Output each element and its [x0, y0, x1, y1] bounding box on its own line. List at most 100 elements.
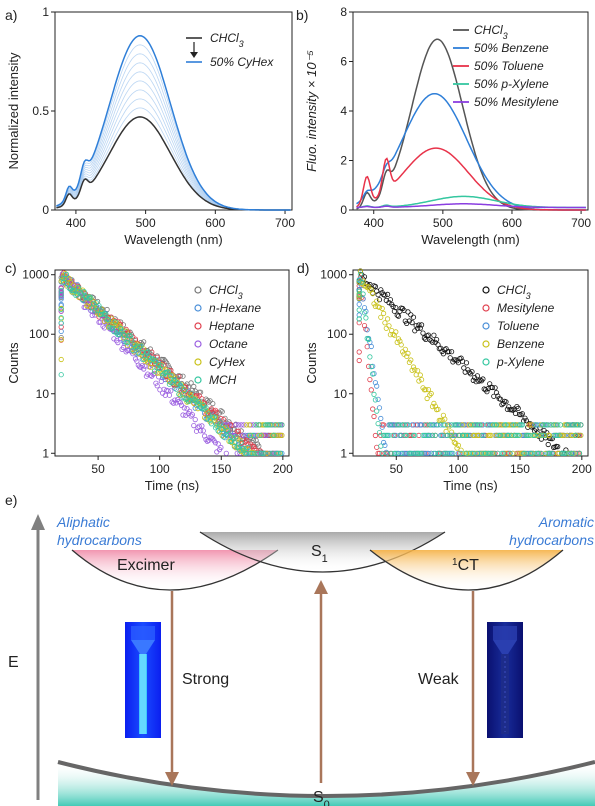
- data-point: [96, 303, 102, 309]
- data-point: [484, 389, 490, 395]
- data-point: [253, 422, 259, 428]
- data-point: [374, 408, 380, 414]
- y-tick-label-0: 0: [42, 203, 49, 217]
- data-point: [372, 432, 378, 439]
- data-point: [250, 437, 256, 443]
- data-point: [191, 383, 197, 390]
- legend-c-marker-cyhex: [194, 358, 202, 366]
- data-point: [196, 393, 202, 399]
- y-tick-label-10: 10: [334, 387, 348, 401]
- data-point: [196, 423, 202, 429]
- data-point: [376, 297, 383, 303]
- data-point: [375, 292, 381, 298]
- data-point: [432, 432, 438, 438]
- data-point: [463, 432, 470, 438]
- data-point: [58, 320, 64, 326]
- data-point: [408, 357, 414, 363]
- data-point: [447, 432, 453, 438]
- data-point: [370, 371, 376, 377]
- data-point: [429, 432, 436, 438]
- data-point: [179, 402, 185, 408]
- panel-label-c: c): [5, 260, 17, 276]
- data-point: [80, 296, 86, 303]
- x-tick-label-150: 150: [211, 462, 231, 476]
- data-point: [265, 422, 271, 428]
- data-point: [439, 417, 445, 423]
- data-point: [367, 376, 373, 383]
- data-point: [371, 413, 377, 420]
- data-point: [485, 432, 491, 438]
- data-point: [404, 432, 410, 438]
- data-point: [254, 450, 261, 456]
- data-point: [412, 432, 418, 438]
- data-point: [409, 319, 415, 326]
- series-50-mesitylene: [356, 203, 586, 209]
- s0-curve: [57, 760, 595, 798]
- data-point: [493, 422, 500, 428]
- data-point: [555, 443, 561, 450]
- intermediate-spectrum: [56, 71, 291, 211]
- data-point: [356, 316, 362, 322]
- data-point: [420, 330, 426, 336]
- data-point: [204, 397, 210, 403]
- data-point: [575, 432, 581, 438]
- legend-a: CHCl3 50% CyHex: [186, 31, 274, 69]
- data-point: [356, 277, 362, 283]
- data-point: [378, 287, 384, 293]
- data-point: [465, 367, 471, 373]
- chart-b: 400 500 600 700 0 2 4 6 8 Wavelength (nm) Fluo. in…: [304, 5, 591, 247]
- data-point: [423, 386, 429, 393]
- data-point: [442, 416, 448, 422]
- data-point: [469, 369, 475, 375]
- data-point: [161, 356, 167, 363]
- data-point: [380, 439, 387, 446]
- data-point: [124, 342, 131, 348]
- data-point: [89, 297, 95, 304]
- intermediate-spectrum: [56, 44, 291, 211]
- data-point: [535, 450, 542, 456]
- data-point: [489, 384, 495, 391]
- data-point: [383, 432, 389, 438]
- data-point: [470, 377, 476, 383]
- data-point: [58, 303, 64, 309]
- data-point: [402, 346, 408, 352]
- data-point: [212, 425, 219, 431]
- data-point: [225, 427, 231, 434]
- data-point: [214, 423, 220, 429]
- data-point: [233, 422, 239, 428]
- data-point: [356, 320, 362, 326]
- data-point: [262, 422, 269, 428]
- data-point: [160, 356, 166, 363]
- data-point: [450, 432, 456, 438]
- data-point: [458, 447, 464, 453]
- data-point: [544, 430, 550, 436]
- data-point: [154, 383, 160, 389]
- data-point: [188, 380, 194, 386]
- data-point: [218, 444, 224, 451]
- data-point: [382, 292, 388, 298]
- data-point: [376, 405, 383, 411]
- excimer-well-curve: [71, 549, 279, 591]
- panel-label-e: e): [5, 492, 17, 508]
- data-point: [272, 432, 278, 438]
- s1-label: S1: [311, 543, 328, 565]
- data-point: [181, 405, 187, 411]
- x-tick-label-500: 500: [433, 216, 453, 230]
- data-point: [363, 308, 369, 314]
- data-point: [137, 344, 143, 350]
- data-point: [398, 450, 404, 456]
- x-tick-label-150: 150: [510, 462, 530, 476]
- data-point: [480, 376, 486, 382]
- data-point: [382, 320, 388, 326]
- data-point: [567, 432, 573, 438]
- data-point: [556, 450, 562, 456]
- legend-d-label-mesitylene: Mesitylene: [497, 301, 555, 315]
- data-point: [176, 398, 182, 405]
- data-point: [371, 391, 377, 397]
- x-tick-label-600: 600: [502, 216, 522, 230]
- data-point: [440, 450, 446, 456]
- data-point: [512, 432, 519, 438]
- data-point: [431, 400, 437, 406]
- data-point: [455, 442, 461, 448]
- data-point: [185, 399, 191, 405]
